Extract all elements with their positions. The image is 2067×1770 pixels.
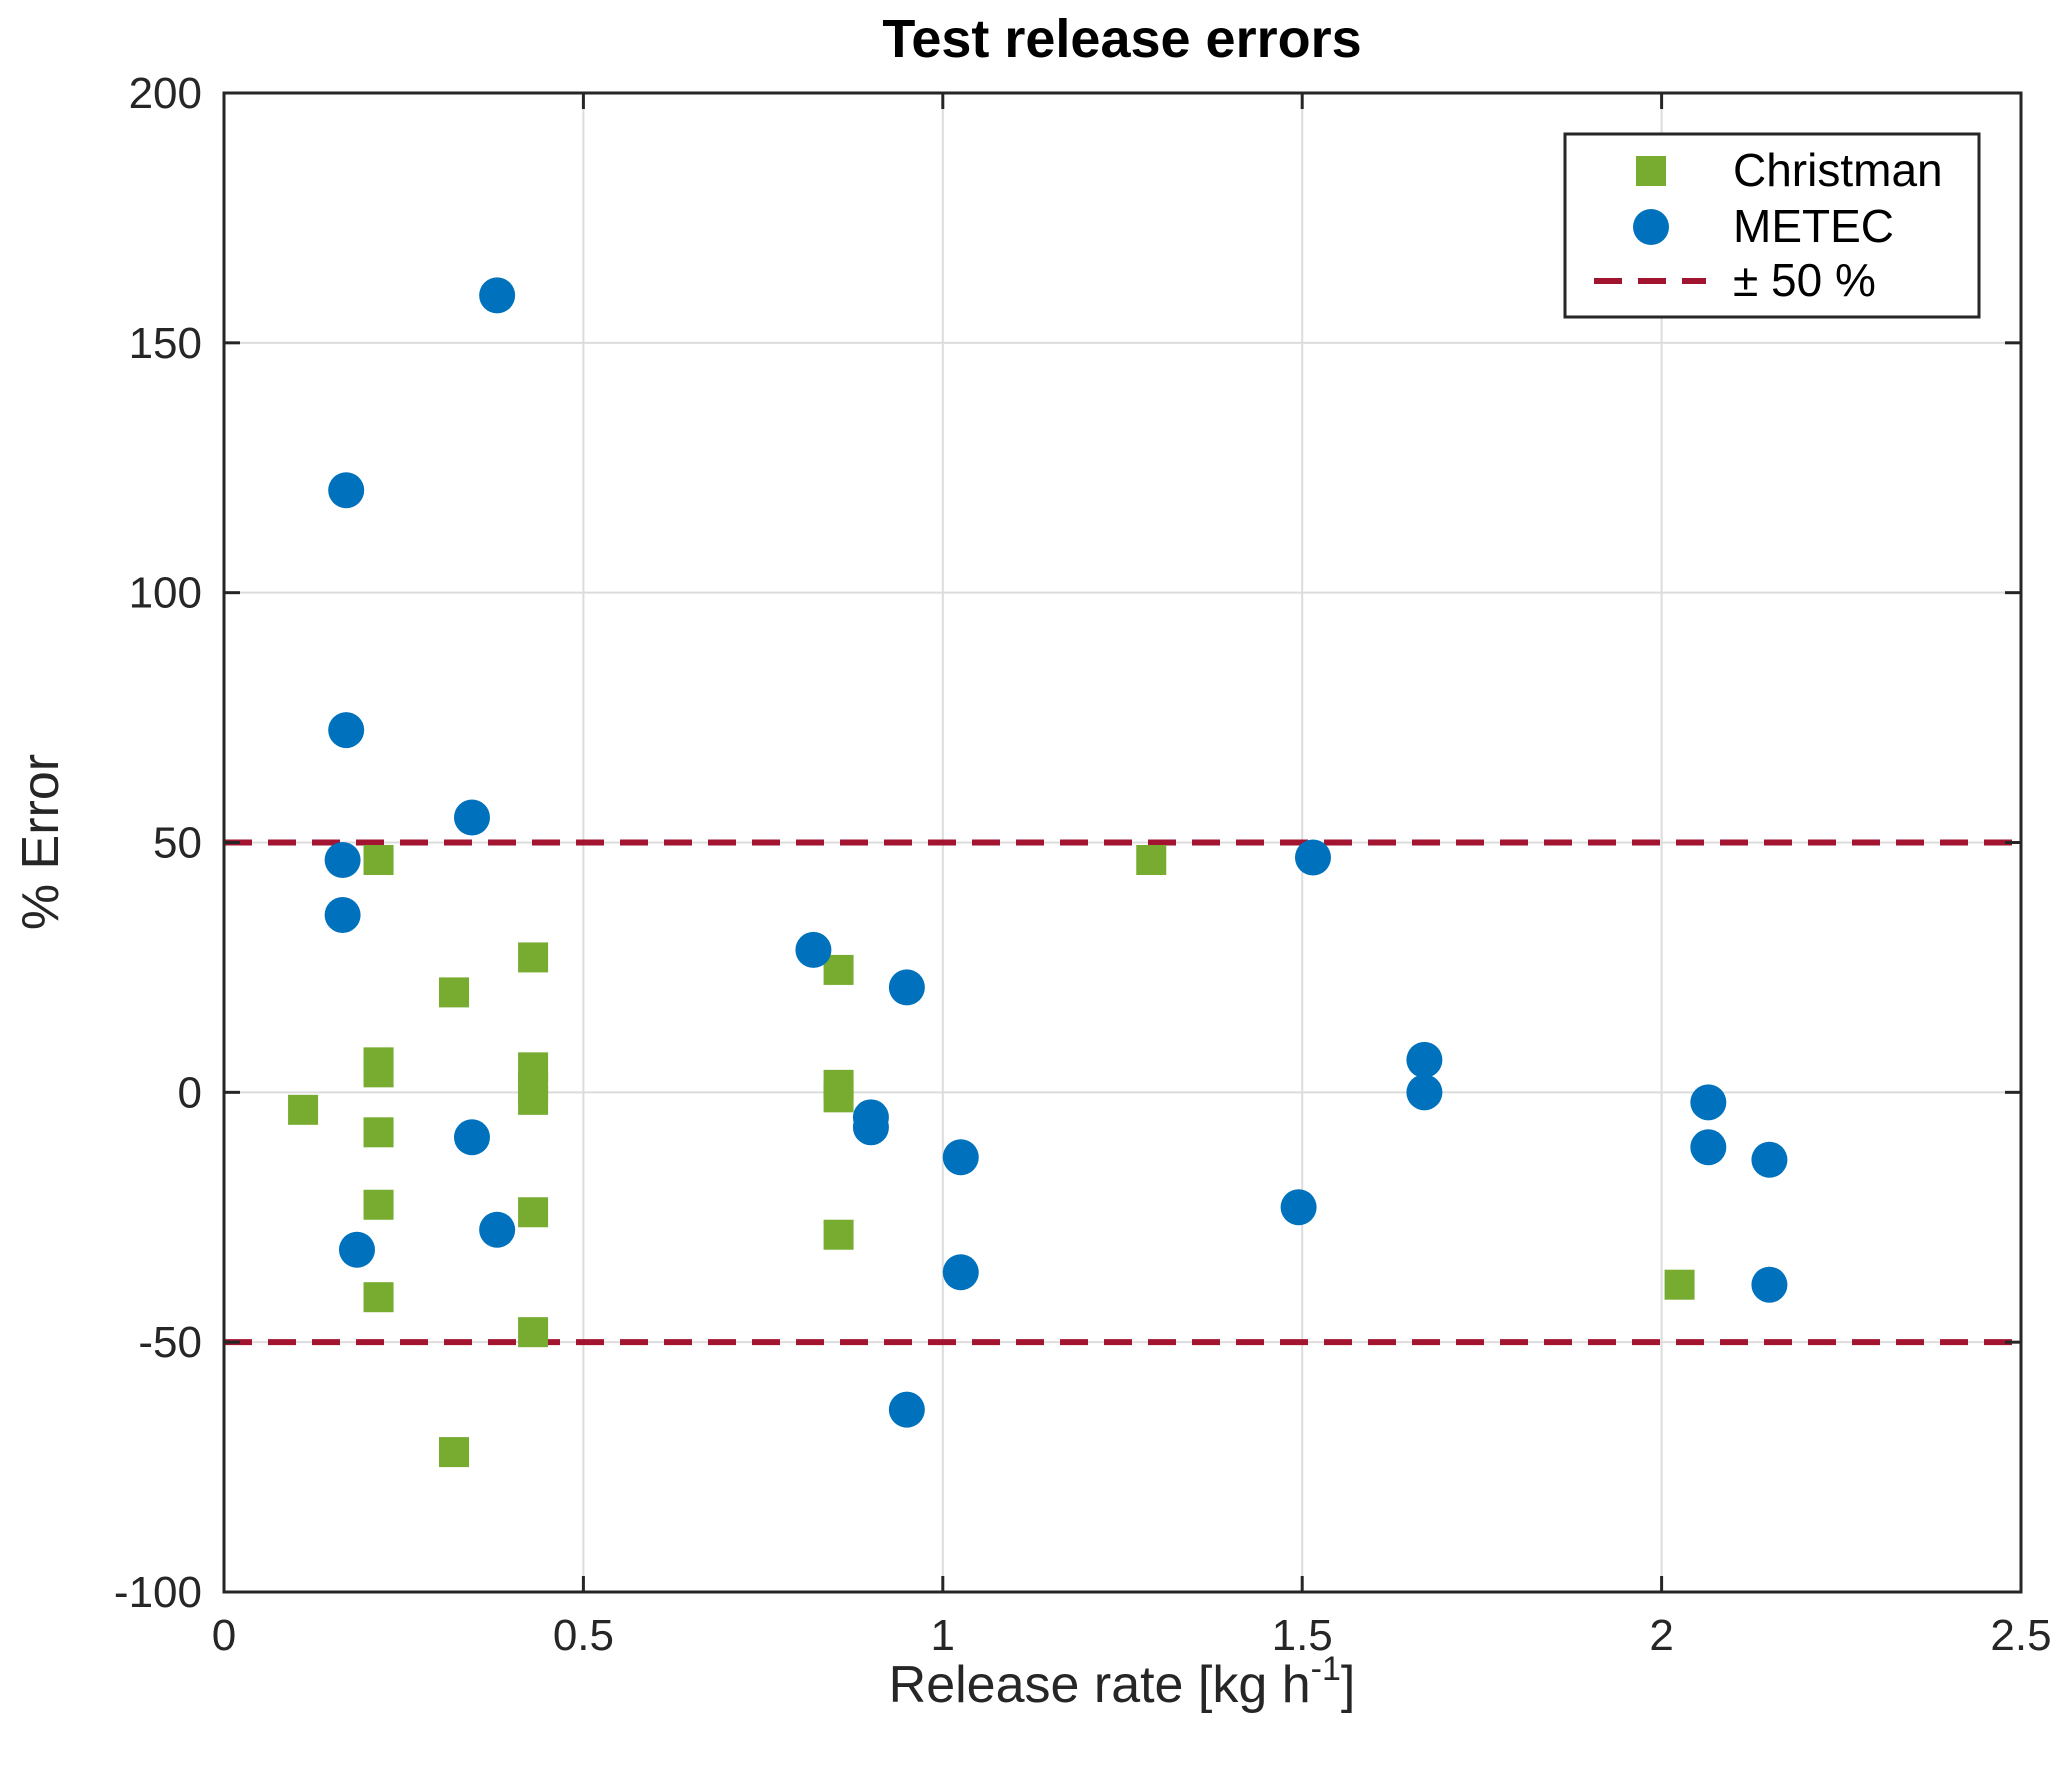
metec-point xyxy=(1406,1074,1443,1111)
metec-point xyxy=(1280,1189,1317,1226)
metec-point xyxy=(795,931,832,968)
metec-point xyxy=(453,1119,490,1156)
christman-point xyxy=(363,1117,394,1148)
reference-lines xyxy=(224,839,2021,1346)
christman-point xyxy=(363,1189,394,1220)
christman-point xyxy=(1664,1269,1695,1300)
y-tick-label: 50 xyxy=(153,819,202,868)
christman-point xyxy=(288,1094,319,1125)
chart-title: Test release errors xyxy=(882,9,1361,69)
christman-point xyxy=(518,1084,549,1115)
christman-point xyxy=(518,1197,549,1228)
metec-point xyxy=(479,1211,516,1248)
x-tick-label: 0.5 xyxy=(553,1611,614,1660)
metec-point xyxy=(888,969,925,1006)
metec-point xyxy=(1294,839,1331,876)
metec-point xyxy=(852,1109,889,1146)
christman-point xyxy=(439,1437,470,1468)
metec-point xyxy=(942,1139,979,1176)
christman-point xyxy=(363,1057,394,1088)
legend: Christman METEC ± 50 % xyxy=(1563,132,1981,319)
christman-point xyxy=(823,954,854,985)
christman-point xyxy=(363,1282,394,1313)
christman-point xyxy=(1136,844,1167,875)
x-tick-label: 1.5 xyxy=(1272,1611,1333,1660)
metec-point xyxy=(942,1254,979,1291)
y-tick-label: 200 xyxy=(129,69,202,118)
metec-point xyxy=(328,472,365,509)
x-tick-label: 2.5 xyxy=(1990,1611,2051,1660)
metec-point xyxy=(1751,1266,1788,1303)
x-axis-label-suffix: ] xyxy=(1341,1656,1355,1714)
metec-point xyxy=(888,1391,925,1428)
metec-point xyxy=(1690,1084,1727,1121)
metec-point xyxy=(1751,1141,1788,1178)
x-tick-label: 2 xyxy=(1649,1611,1673,1660)
data-markers xyxy=(288,277,1788,1468)
metec-point xyxy=(328,712,365,749)
series-christman xyxy=(288,844,1695,1468)
christman-point xyxy=(823,1082,854,1113)
axis-ticks xyxy=(222,91,2023,1594)
y-tick-label: 0 xyxy=(178,1068,202,1117)
y-axis-label: % Error xyxy=(12,754,70,930)
y-tick-label: 100 xyxy=(129,569,202,618)
metec-point xyxy=(324,896,361,933)
legend-christman-label: Christman xyxy=(1733,144,1943,196)
christman-point xyxy=(823,1219,854,1250)
metec-point xyxy=(1406,1041,1443,1078)
legend-metec-label: METEC xyxy=(1733,200,1894,252)
metec-point xyxy=(479,277,516,314)
legend-limit-label: ± 50 % xyxy=(1733,254,1876,306)
y-tick-label: -100 xyxy=(114,1568,202,1617)
christman-point xyxy=(518,1317,549,1348)
legend-metec-marker xyxy=(1633,209,1669,245)
metec-point xyxy=(1690,1129,1727,1166)
x-tick-label: 0 xyxy=(212,1611,236,1660)
christman-point xyxy=(363,844,394,875)
x-axis-label: Release rate [kg h-1] xyxy=(889,1650,1356,1714)
axis-tick-labels: 0 0.5 1 1.5 2 2.5 -100 -50 0 50 100 150 200 xyxy=(114,69,2052,1660)
x-axis-label-superscript: -1 xyxy=(1311,1650,1341,1688)
x-tick-label: 1 xyxy=(931,1611,955,1660)
y-tick-label: -50 xyxy=(138,1318,202,1367)
metec-point xyxy=(453,799,490,836)
christman-point xyxy=(439,977,470,1008)
legend-christman-marker xyxy=(1636,156,1666,186)
metec-point xyxy=(338,1231,375,1268)
x-axis-label-main: Release rate [kg h xyxy=(889,1656,1311,1714)
y-tick-label: 150 xyxy=(129,319,202,368)
series-metec xyxy=(324,277,1788,1428)
metec-point xyxy=(324,841,361,878)
christman-point xyxy=(518,942,549,973)
